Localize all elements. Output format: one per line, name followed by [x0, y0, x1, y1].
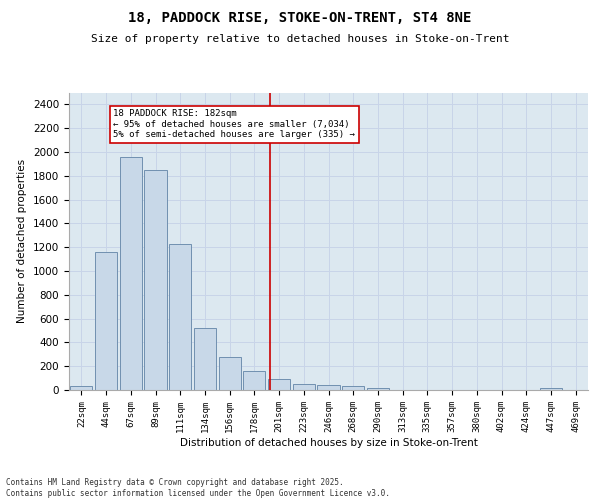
- Text: Contains HM Land Registry data © Crown copyright and database right 2025.
Contai: Contains HM Land Registry data © Crown c…: [6, 478, 390, 498]
- Bar: [268, 380, 290, 390]
- Bar: [95, 252, 117, 390]
- Bar: [70, 386, 92, 390]
- Bar: [367, 388, 389, 390]
- Bar: [243, 371, 265, 390]
- Bar: [145, 170, 167, 390]
- Text: Size of property relative to detached houses in Stoke-on-Trent: Size of property relative to detached ho…: [91, 34, 509, 44]
- Bar: [169, 244, 191, 390]
- Bar: [119, 157, 142, 390]
- Y-axis label: Number of detached properties: Number of detached properties: [17, 159, 28, 324]
- Bar: [218, 358, 241, 390]
- Bar: [317, 385, 340, 390]
- Bar: [540, 388, 562, 390]
- Bar: [342, 386, 364, 390]
- Bar: [194, 328, 216, 390]
- X-axis label: Distribution of detached houses by size in Stoke-on-Trent: Distribution of detached houses by size …: [179, 438, 478, 448]
- Text: 18, PADDOCK RISE, STOKE-ON-TRENT, ST4 8NE: 18, PADDOCK RISE, STOKE-ON-TRENT, ST4 8N…: [128, 12, 472, 26]
- Text: 18 PADDOCK RISE: 182sqm
← 95% of detached houses are smaller (7,034)
5% of semi-: 18 PADDOCK RISE: 182sqm ← 95% of detache…: [113, 109, 355, 139]
- Bar: [293, 384, 315, 390]
